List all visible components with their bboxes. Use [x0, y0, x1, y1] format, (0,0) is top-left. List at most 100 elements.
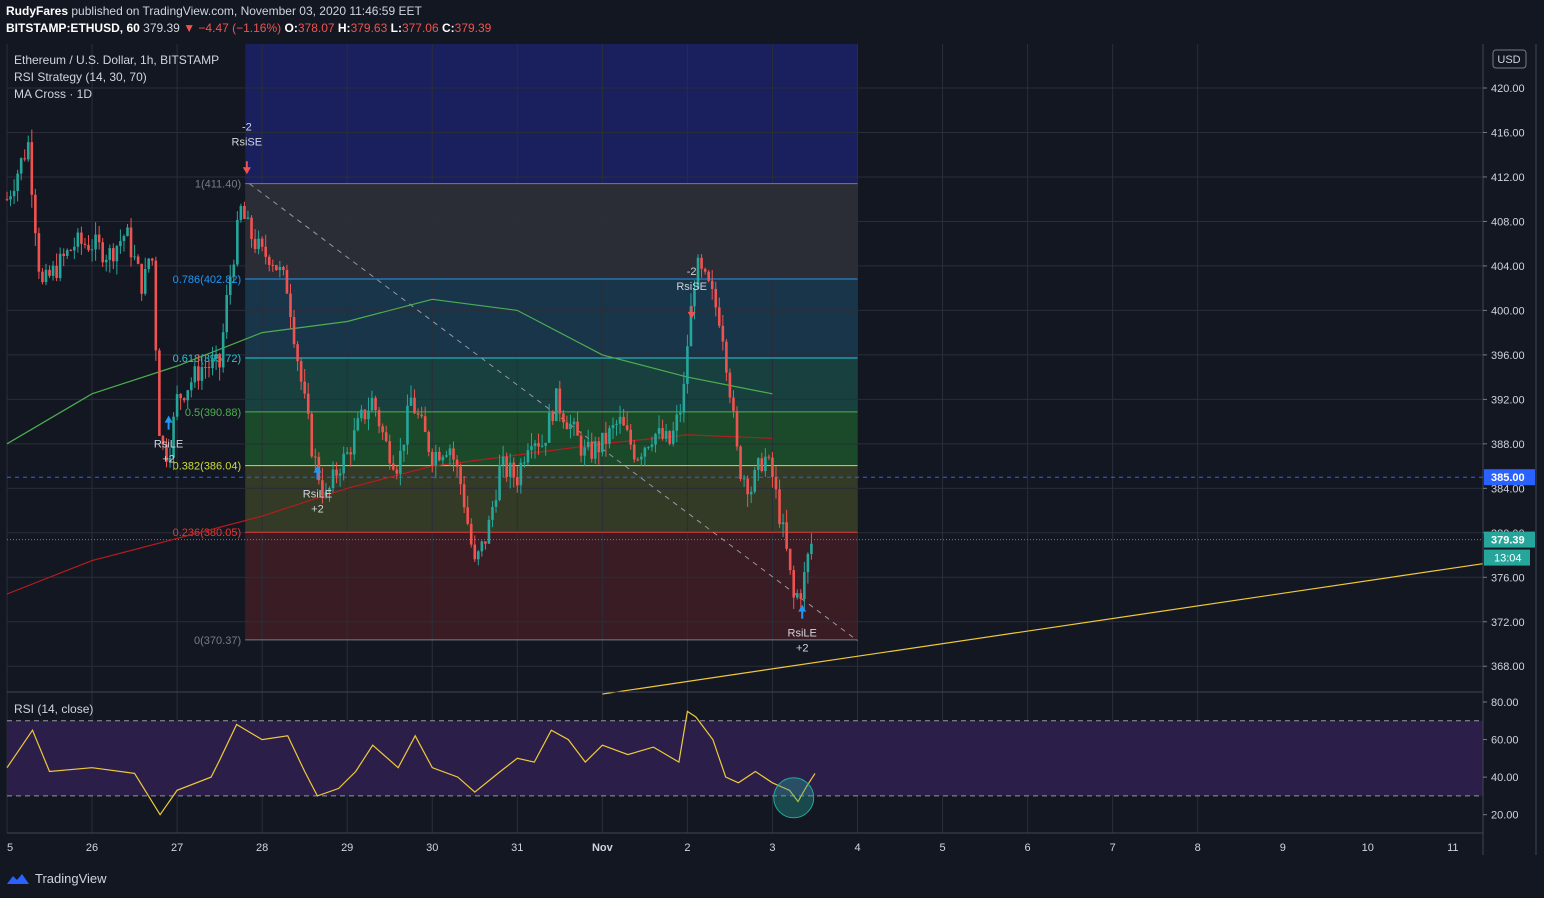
candle-body — [487, 519, 491, 544]
candle-body — [739, 446, 742, 479]
candle-body — [664, 431, 668, 439]
candle-body — [232, 264, 236, 277]
candle-body — [182, 398, 186, 401]
time-tick-label: 6 — [1025, 842, 1031, 854]
candle-body — [679, 412, 682, 415]
candle-body — [742, 478, 746, 480]
candle-body — [193, 366, 197, 383]
candle-body — [129, 227, 133, 258]
candle-body — [760, 458, 764, 472]
candle-body — [73, 246, 76, 251]
candle-body — [477, 551, 480, 560]
candle-body — [601, 432, 604, 453]
candle-body — [352, 430, 356, 455]
signal-qty: -2 — [242, 121, 252, 133]
candle-body — [289, 293, 292, 318]
candle-body — [360, 409, 363, 419]
candle-body — [725, 341, 728, 373]
candle-body — [494, 500, 498, 507]
candle-body — [225, 295, 229, 333]
candle-body — [236, 219, 239, 265]
candle-body — [349, 452, 353, 455]
time-tick-label: 5 — [7, 842, 13, 854]
candle-body — [565, 422, 569, 430]
countdown-label: 13:04 — [1494, 553, 1522, 565]
signal-label: RsiLE — [303, 489, 332, 501]
candle-body — [413, 397, 416, 414]
candle-body — [540, 445, 544, 447]
candle-body — [696, 257, 700, 289]
candle-body — [370, 397, 374, 411]
candle-body — [321, 480, 324, 496]
candle-body — [462, 484, 466, 508]
candle-body — [473, 544, 477, 560]
candle-body — [310, 413, 314, 457]
candle-body — [459, 466, 462, 485]
time-tick-label: Nov — [592, 842, 614, 854]
publish-text: published on TradingView.com, November 0… — [71, 4, 422, 18]
candle-body — [746, 478, 749, 495]
candle-body — [778, 489, 781, 525]
candle-body — [611, 424, 615, 429]
candle-body — [498, 464, 501, 501]
time-tick-label: 31 — [511, 842, 523, 854]
candle-body — [296, 344, 299, 362]
candle-body — [756, 458, 760, 470]
dashed-trendline — [249, 183, 858, 642]
candle-body — [604, 432, 608, 444]
candle-body — [285, 270, 289, 294]
author-name[interactable]: RudyFares — [6, 4, 69, 18]
candle-body — [161, 436, 165, 445]
candle-body — [80, 232, 83, 244]
legend-strategy[interactable]: RSI Strategy (14, 30, 70) — [14, 70, 147, 84]
candle-body — [452, 448, 455, 460]
candle-body — [657, 428, 661, 434]
candle-body — [469, 523, 473, 545]
candle-body — [104, 259, 108, 263]
candle-body — [735, 410, 739, 447]
candle-body — [615, 423, 618, 425]
candle-body — [501, 456, 505, 465]
candle-body — [374, 397, 377, 411]
rsi-band — [7, 720, 1483, 796]
candle-body — [803, 572, 806, 600]
price-tick-label: 368.00 — [1491, 661, 1525, 673]
candle-body — [675, 414, 679, 431]
candle-body — [214, 354, 218, 359]
candle-body — [438, 451, 441, 461]
candle-body — [306, 393, 310, 414]
candle-body — [693, 288, 696, 307]
candle-body — [430, 451, 434, 466]
candle-body — [62, 253, 65, 256]
candle-body — [267, 256, 271, 265]
candle-body — [632, 444, 636, 460]
candle-body — [342, 453, 345, 474]
signal-label: RsiSE — [676, 281, 707, 293]
candle-body — [810, 543, 813, 555]
price-tick-label: 408.00 — [1491, 216, 1525, 228]
fib-label: 0(370.37) — [194, 635, 241, 647]
candle-body — [108, 248, 112, 260]
candle-body — [363, 409, 367, 420]
candle-body — [714, 288, 718, 308]
time-tick-label: 3 — [769, 842, 775, 854]
rsi-label[interactable]: RSI (14, close) — [14, 702, 94, 716]
candle-body — [253, 238, 257, 249]
legend-title[interactable]: Ethereum / U.S. Dollar, 1h, BITSTAMP — [14, 53, 220, 67]
candle-body — [516, 476, 519, 486]
price-axis-bg — [1483, 44, 1536, 855]
time-tick-label: 2 — [684, 842, 690, 854]
candle-body — [204, 366, 207, 368]
fib-label: 1(411.40) — [195, 179, 241, 191]
candle-body — [544, 442, 547, 446]
candle-body — [671, 430, 675, 444]
legend-ma[interactable]: MA Cross · 1D — [14, 87, 93, 101]
candle-body — [150, 258, 154, 261]
candle-body — [335, 469, 338, 476]
candle-body — [771, 457, 774, 477]
price-tick-label: 400.00 — [1491, 305, 1525, 317]
candle-body — [395, 469, 399, 474]
candle-body — [186, 390, 190, 401]
candle-body — [480, 541, 484, 552]
